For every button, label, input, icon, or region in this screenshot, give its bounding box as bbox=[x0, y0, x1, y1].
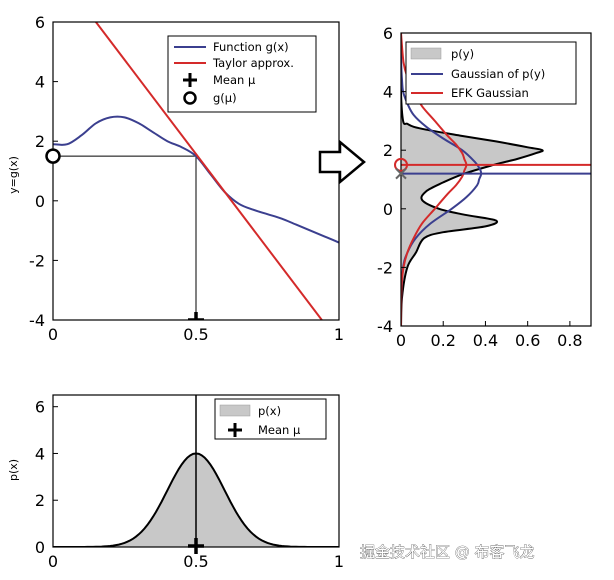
input-plot-ytick-label: 6 bbox=[35, 398, 45, 417]
legend-swatch-g-mu bbox=[183, 91, 197, 105]
legend-swatch-mean bbox=[183, 73, 197, 87]
output-plot-xtick-label: 0.4 bbox=[473, 331, 498, 350]
function-plot-xtick-label: 0 bbox=[48, 325, 58, 344]
right-arrow-icon bbox=[318, 139, 366, 185]
output-plot-ytick-label: 0 bbox=[383, 200, 393, 219]
mean-mu-marker bbox=[188, 312, 204, 320]
output-plot-ytick-label: 2 bbox=[383, 141, 393, 160]
output-legend: p(y) Gaussian of p(y) EFK Gaussian bbox=[405, 41, 577, 105]
output-plot-ytick-label: 4 bbox=[383, 83, 393, 102]
function-g-series bbox=[53, 115, 339, 244]
function-plot: 0 0.5 1 -4 -2 0 2 4 6 y=g(x) Function g(x) Taylo… bbox=[7, 13, 344, 344]
legend-swatch-mean-input bbox=[228, 423, 242, 437]
output-plot-xtick-label: 0 bbox=[396, 331, 406, 350]
output-plot-frame bbox=[400, 32, 592, 327]
legend-label-px: p(x) bbox=[258, 404, 281, 418]
legend-label-mean: Mean μ bbox=[213, 73, 256, 87]
watermark: 掘金技术社区 @ 布客飞龙 bbox=[360, 543, 535, 561]
legend-label-mean-input: Mean μ bbox=[258, 423, 301, 437]
legend-label-taylor: Taylor approx. bbox=[212, 56, 294, 70]
output-plot-xtick-label: 0.8 bbox=[557, 331, 582, 350]
gaussian-mean-marker bbox=[395, 167, 407, 180]
efk-mean-marker bbox=[394, 157, 408, 172]
input-plot-xtick-label: 0 bbox=[48, 552, 58, 571]
legend-swatch-px bbox=[219, 404, 251, 417]
legend-label-py: p(y) bbox=[451, 47, 474, 61]
output-plot-xtick-label: 0.6 bbox=[515, 331, 540, 350]
output-plot-ytick-label: -2 bbox=[377, 258, 393, 277]
g-mu-marker bbox=[45, 148, 61, 164]
input-plot-xtick-label: 1 bbox=[334, 552, 344, 571]
function-plot-xtick-label: 0.5 bbox=[183, 325, 208, 344]
function-plot-ytick-label: 2 bbox=[35, 132, 45, 151]
function-plot-ytick-label: 6 bbox=[35, 13, 45, 32]
legend-label-efk: EFK Gaussian bbox=[451, 86, 529, 100]
input-plot-ylabel: p(x) bbox=[7, 459, 20, 481]
function-plot-ytick-label: -4 bbox=[29, 311, 45, 330]
output-plot-xtick-label: 0.2 bbox=[430, 331, 455, 350]
output-plot-ytick-label: -4 bbox=[377, 317, 393, 336]
function-legend: Function g(x) Taylor approx. Mean μ g(μ) bbox=[167, 35, 317, 113]
function-plot-ytick-label: 4 bbox=[35, 73, 45, 92]
input-plot: 0 0.5 1 0 2 4 6 p(x) p(x) Mean μ bbox=[7, 394, 344, 571]
legend-label-function: Function g(x) bbox=[213, 40, 289, 54]
legend-swatch-py bbox=[410, 47, 442, 60]
input-plot-xtick-label: 0.5 bbox=[183, 552, 208, 571]
function-plot-ylabel: y=g(x) bbox=[7, 156, 20, 194]
legend-label-gaussian: Gaussian of p(y) bbox=[451, 67, 545, 81]
function-plot-xtick-label: 1 bbox=[334, 325, 344, 344]
input-plot-ytick-label: 2 bbox=[35, 491, 45, 510]
function-plot-ytick-label: 0 bbox=[35, 192, 45, 211]
input-legend: p(x) Mean μ bbox=[214, 398, 327, 440]
py-area bbox=[401, 33, 543, 326]
legend-label-g-mu: g(μ) bbox=[213, 91, 237, 105]
input-plot-ytick-label: 0 bbox=[35, 538, 45, 557]
output-plot-ytick-label: 6 bbox=[383, 24, 393, 43]
taylor-approx-series bbox=[95, 22, 323, 320]
function-legend-box bbox=[167, 35, 317, 113]
input-plot-ytick-label: 4 bbox=[35, 444, 45, 463]
function-plot-ytick-label: -2 bbox=[29, 251, 45, 270]
output-plot: 0 0.2 0.4 0.6 0.8 -4 -2 0 2 4 6 p(y) Gaussian of p… bbox=[377, 24, 592, 350]
